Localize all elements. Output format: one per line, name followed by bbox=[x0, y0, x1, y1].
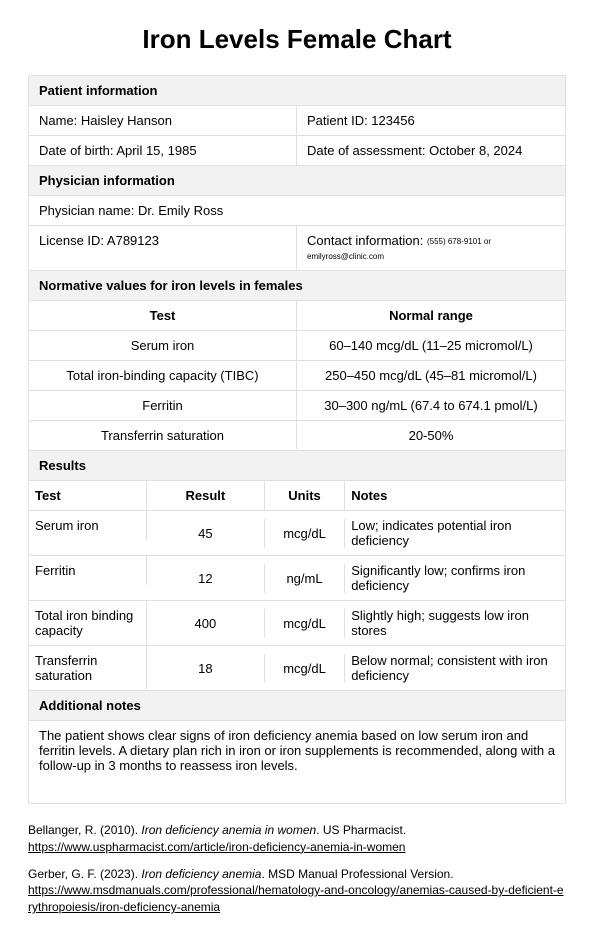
physician-row-2: License ID: A789123 Contact information:… bbox=[29, 226, 565, 271]
normative-test: Transferrin saturation bbox=[29, 421, 297, 450]
contact-prefix: Contact information: bbox=[307, 233, 427, 248]
reference-author: Bellanger, R. (2010). bbox=[28, 823, 141, 837]
normative-header: Normative values for iron levels in fema… bbox=[29, 271, 565, 301]
normative-col-header: Test Normal range bbox=[29, 301, 565, 331]
physician-name: Physician name: Dr. Emily Ross bbox=[29, 196, 565, 226]
normative-row: Ferritin 30–300 ng/mL (67.4 to 674.1 pmo… bbox=[29, 391, 565, 421]
physician-contact: Contact information: (555) 678-9101 or e… bbox=[297, 226, 565, 270]
results-col-header: Test Result Units Notes bbox=[29, 481, 565, 511]
results-units: mcg/dL bbox=[265, 519, 345, 548]
results-result: 400 bbox=[147, 609, 265, 638]
physician-license: License ID: A789123 bbox=[29, 226, 297, 270]
results-row: Total iron binding capacity 400 mcg/dL S… bbox=[29, 601, 565, 646]
normative-row: Total iron-binding capacity (TIBC) 250–4… bbox=[29, 361, 565, 391]
results-units: ng/mL bbox=[265, 564, 345, 593]
chart-table: Patient information Name: Haisley Hanson… bbox=[28, 75, 566, 804]
normative-range: 20-50% bbox=[297, 421, 565, 450]
results-result: 45 bbox=[147, 519, 265, 548]
results-notes: Below normal; consistent with iron defic… bbox=[345, 646, 565, 690]
results-header: Results bbox=[29, 451, 565, 481]
reference-item: Gerber, G. F. (2023). Iron deficiency an… bbox=[28, 866, 566, 916]
results-units: mcg/dL bbox=[265, 654, 345, 683]
additional-notes-header: Additional notes bbox=[29, 691, 565, 721]
results-row: Serum iron 45 mcg/dL Low; indicates pote… bbox=[29, 511, 565, 556]
patient-assessment: Date of assessment: October 8, 2024 bbox=[297, 136, 565, 165]
reference-title: Iron deficiency anemia in women bbox=[141, 823, 316, 837]
patient-dob: Date of birth: April 15, 1985 bbox=[29, 136, 297, 165]
reference-title: Iron deficiency anemia bbox=[141, 867, 261, 881]
patient-row-2: Date of birth: April 15, 1985 Date of as… bbox=[29, 136, 565, 166]
normative-test: Serum iron bbox=[29, 331, 297, 360]
normative-range: 60–140 mcg/dL (11–25 micromol/L) bbox=[297, 331, 565, 360]
normative-col-test: Test bbox=[29, 301, 297, 330]
patient-id: Patient ID: 123456 bbox=[297, 106, 565, 135]
normative-range: 250–450 mcg/dL (45–81 micromol/L) bbox=[297, 361, 565, 390]
patient-name: Name: Haisley Hanson bbox=[29, 106, 297, 135]
results-row: Transferrin saturation 18 mcg/dL Below n… bbox=[29, 646, 565, 691]
patient-row-1: Name: Haisley Hanson Patient ID: 123456 bbox=[29, 106, 565, 136]
results-test: Serum iron bbox=[29, 511, 147, 540]
results-notes: Low; indicates potential iron deficiency bbox=[345, 511, 565, 555]
results-test: Total iron binding capacity bbox=[29, 601, 147, 645]
results-col-units: Units bbox=[265, 481, 345, 510]
page-title: Iron Levels Female Chart bbox=[28, 24, 566, 55]
reference-author: Gerber, G. F. (2023). bbox=[28, 867, 141, 881]
results-result: 12 bbox=[147, 564, 265, 593]
results-col-notes: Notes bbox=[345, 481, 565, 510]
results-units: mcg/dL bbox=[265, 609, 345, 638]
results-test: Ferritin bbox=[29, 556, 147, 585]
reference-suffix: . MSD Manual Professional Version. bbox=[261, 867, 453, 881]
physician-info-header: Physician information bbox=[29, 166, 565, 196]
normative-test: Ferritin bbox=[29, 391, 297, 420]
reference-link[interactable]: https://www.uspharmacist.com/article/iro… bbox=[28, 840, 405, 854]
normative-range: 30–300 ng/mL (67.4 to 674.1 pmol/L) bbox=[297, 391, 565, 420]
patient-info-header: Patient information bbox=[29, 76, 565, 106]
results-result: 18 bbox=[147, 654, 265, 683]
normative-row: Serum iron 60–140 mcg/dL (11–25 micromol… bbox=[29, 331, 565, 361]
results-test: Transferrin saturation bbox=[29, 646, 147, 690]
references-section: Bellanger, R. (2010). Iron deficiency an… bbox=[28, 822, 566, 916]
reference-link[interactable]: https://www.msdmanuals.com/professional/… bbox=[28, 883, 564, 914]
normative-test: Total iron-binding capacity (TIBC) bbox=[29, 361, 297, 390]
reference-item: Bellanger, R. (2010). Iron deficiency an… bbox=[28, 822, 566, 856]
reference-suffix: . US Pharmacist. bbox=[316, 823, 406, 837]
results-col-result: Result bbox=[147, 481, 265, 510]
results-row: Ferritin 12 ng/mL Significantly low; con… bbox=[29, 556, 565, 601]
results-notes: Significantly low; confirms iron deficie… bbox=[345, 556, 565, 600]
normative-row: Transferrin saturation 20-50% bbox=[29, 421, 565, 451]
normative-col-range: Normal range bbox=[297, 301, 565, 330]
results-col-test: Test bbox=[29, 481, 147, 510]
results-notes: Slightly high; suggests low iron stores bbox=[345, 601, 565, 645]
additional-notes-body: The patient shows clear signs of iron de… bbox=[29, 721, 565, 803]
